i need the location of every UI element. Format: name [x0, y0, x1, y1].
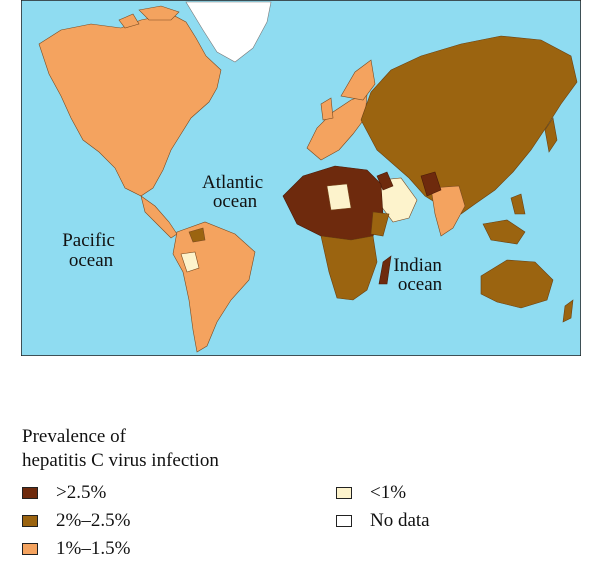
region-new-zealand	[562, 299, 574, 323]
legend-swatch-low	[22, 543, 38, 555]
region-se-asia	[482, 193, 526, 245]
legend-label-no-data: No data	[370, 510, 430, 531]
indian-ocean-label: Indian ocean	[393, 255, 446, 295]
region-south-america-mid	[188, 227, 206, 243]
legend-swatch-high	[22, 487, 38, 499]
region-arctic-islands	[118, 5, 180, 29]
legend-title-line1: Prevalence of	[22, 426, 126, 447]
region-pakistan	[420, 171, 442, 197]
legend-item-mid: 2%–2.5%	[22, 510, 130, 532]
region-australia	[480, 259, 554, 309]
region-japan	[544, 117, 558, 153]
region-eurasia	[360, 35, 578, 215]
legend-swatch-no-data	[336, 515, 352, 527]
world-map: Pacific ocean Atlantic ocean Indian ocea…	[21, 0, 581, 356]
region-southern-africa	[320, 235, 378, 301]
region-south-america-lowprev	[180, 251, 200, 273]
legend-item-low: 1%–1.5%	[22, 538, 130, 560]
atlantic-ocean-label: Atlantic ocean	[202, 172, 268, 212]
legend-title-line2: hepatitis C virus infection	[22, 450, 219, 471]
region-central-america	[140, 195, 178, 239]
legend-item-no-data: No data	[336, 510, 430, 532]
legend-label-low: 1%–1.5%	[56, 538, 131, 559]
region-madagascar	[378, 255, 392, 285]
region-north-america	[38, 13, 222, 197]
region-india	[430, 185, 466, 237]
legend-label-very-low: <1%	[370, 482, 407, 503]
legend-label-mid: 2%–2.5%	[56, 510, 131, 531]
region-scandinavia	[340, 59, 376, 101]
legend-swatch-very-low	[336, 487, 352, 499]
legend-label-high: >2.5%	[56, 482, 107, 503]
region-libya	[326, 183, 352, 211]
pacific-ocean-label: Pacific ocean	[62, 230, 120, 271]
region-horn-of-africa	[370, 211, 390, 237]
legend-item-high: >2.5%	[22, 482, 106, 504]
legend-item-very-low: <1%	[336, 482, 406, 504]
legend-title: Prevalence of hepatitis C virus infectio…	[22, 425, 219, 473]
legend-swatch-mid	[22, 515, 38, 527]
region-greenland	[185, 1, 272, 63]
region-uk	[320, 97, 334, 121]
